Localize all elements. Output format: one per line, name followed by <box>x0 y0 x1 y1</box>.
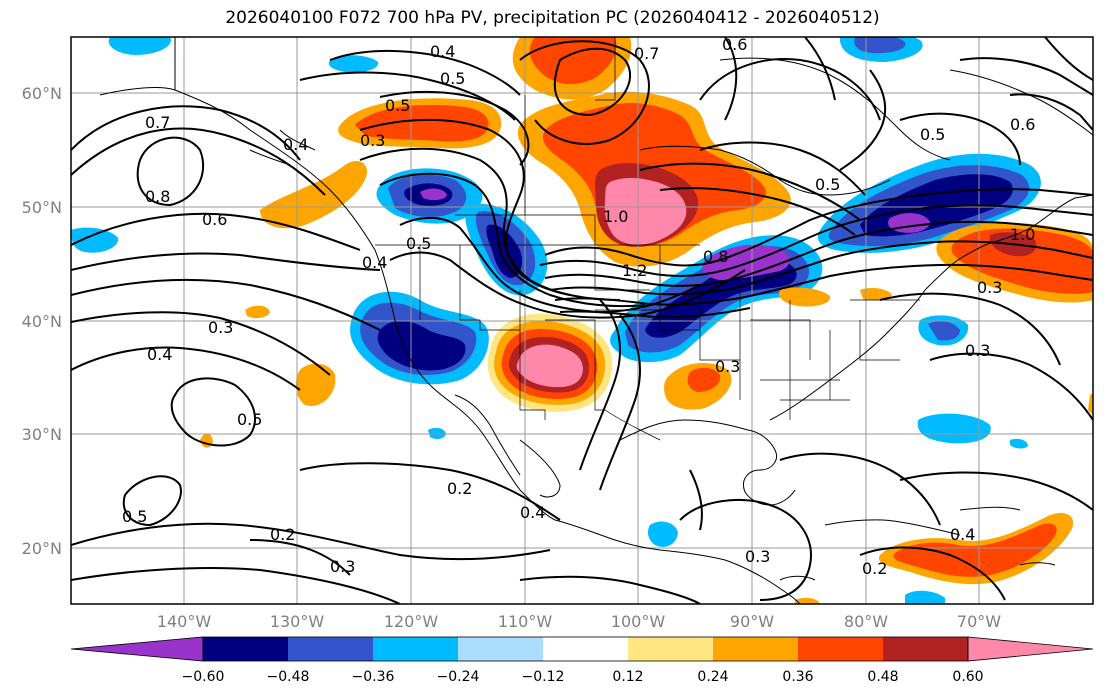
colorbar-frame <box>202 636 969 662</box>
lat-label: 50°N <box>22 198 62 217</box>
colorbar-tick: −0.36 <box>352 669 395 685</box>
pv-contours <box>71 37 1093 604</box>
map-frame <box>70 36 1094 605</box>
contour-label: 0.3 <box>360 131 385 150</box>
colorbar-tick: 0.48 <box>867 669 898 685</box>
contour-label: 0.8 <box>703 247 728 266</box>
contour-label: 0.7 <box>634 44 659 63</box>
contour-label: 0.3 <box>208 318 233 337</box>
colorbar-tick: −0.60 <box>182 669 225 685</box>
lon-label: 80°W <box>844 612 888 631</box>
lat-label: 20°N <box>22 539 62 558</box>
contour-label: 0.2 <box>862 559 887 578</box>
contour-label: 0.6 <box>722 35 747 54</box>
lon-label: 130°W <box>270 612 325 631</box>
colorbar-seg-0 <box>70 636 204 662</box>
political-borders <box>375 37 920 441</box>
colorbar-tick: 0.36 <box>782 669 813 685</box>
precipitation-shading <box>71 37 1093 604</box>
contour-label: 0.6 <box>1010 115 1035 134</box>
contour-label: 0.4 <box>950 525 975 544</box>
contour-labels: 0.4 0.5 0.7 0.6 0.5 0.3 0.7 0.8 0.6 0.4 … <box>122 35 1035 578</box>
contour-label: 0.3 <box>330 557 355 576</box>
colorbar-tick: −0.24 <box>437 669 480 685</box>
lon-label: 120°W <box>384 612 439 631</box>
colorbar-tick: 0.12 <box>612 669 643 685</box>
colorbar-tick: 0.24 <box>697 669 728 685</box>
contour-label: 0.8 <box>145 187 170 206</box>
contour-label: 0.3 <box>977 278 1002 297</box>
colorbar-tick: −0.48 <box>267 669 310 685</box>
contour-label: 0.2 <box>447 479 472 498</box>
contour-label: 0.6 <box>202 210 227 229</box>
contour-label: 0.4 <box>520 503 545 522</box>
contour-label: 0.5 <box>237 410 262 429</box>
contour-label: 0.5 <box>440 69 465 88</box>
contour-label: 0.2 <box>270 525 295 544</box>
contour-label: 0.3 <box>965 341 990 360</box>
lon-label: 110°W <box>498 612 553 631</box>
contour-label: 0.5 <box>385 96 410 115</box>
map-title: 2026040100 F072 700 hPa PV, precipitatio… <box>225 8 880 28</box>
colorbar-tick: 0.60 <box>952 669 983 685</box>
lat-label: 60°N <box>22 84 62 103</box>
lat-label: 30°N <box>22 425 62 444</box>
colorbar-seg-8 <box>798 637 883 661</box>
contour-label: 1.2 <box>622 261 647 280</box>
contour-label: 0.5 <box>920 125 945 144</box>
colorbar-seg-9 <box>883 637 968 661</box>
contour-label: 0.3 <box>745 547 770 566</box>
contour-label: 0.3 <box>715 357 740 376</box>
contour-label: 0.4 <box>283 135 308 154</box>
contour-label: 0.4 <box>147 345 172 364</box>
latitude-labels: 60°N 50°N 40°N 30°N 20°N <box>22 84 62 558</box>
contour-label: 0.5 <box>815 175 840 194</box>
contour-label: 0.7 <box>145 113 170 132</box>
contour-label: 1.0 <box>603 207 628 226</box>
lon-label: 100°W <box>611 612 666 631</box>
contour-label: 0.5 <box>406 234 431 253</box>
contour-label: 0.4 <box>362 253 387 272</box>
lon-label: 90°W <box>730 612 774 631</box>
colorbar-seg-5 <box>543 637 628 661</box>
colorbar-seg-6 <box>628 637 713 661</box>
colorbar-seg-3 <box>373 637 458 661</box>
lon-label: 70°W <box>957 612 1001 631</box>
colorbar-seg-4 <box>458 637 543 661</box>
longitude-labels: 140°W 130°W 120°W 110°W 100°W 90°W 80°W … <box>157 612 1001 631</box>
lon-label: 140°W <box>157 612 212 631</box>
contour-label: 0.4 <box>430 42 455 61</box>
colorbar <box>70 636 1094 662</box>
colorbar-seg-10 <box>967 636 1094 662</box>
colorbar-seg-1 <box>203 637 288 661</box>
colorbar-seg-2 <box>288 637 373 661</box>
colorbar-ticks: −0.60 −0.48 −0.36 −0.24 −0.12 0.12 0.24 … <box>182 669 984 685</box>
lat-label: 40°N <box>22 312 62 331</box>
colorbar-seg-7 <box>713 637 798 661</box>
contour-label: 1.0 <box>1010 225 1035 244</box>
colorbar-tick: −0.12 <box>522 669 565 685</box>
contour-label: 0.5 <box>122 507 147 526</box>
